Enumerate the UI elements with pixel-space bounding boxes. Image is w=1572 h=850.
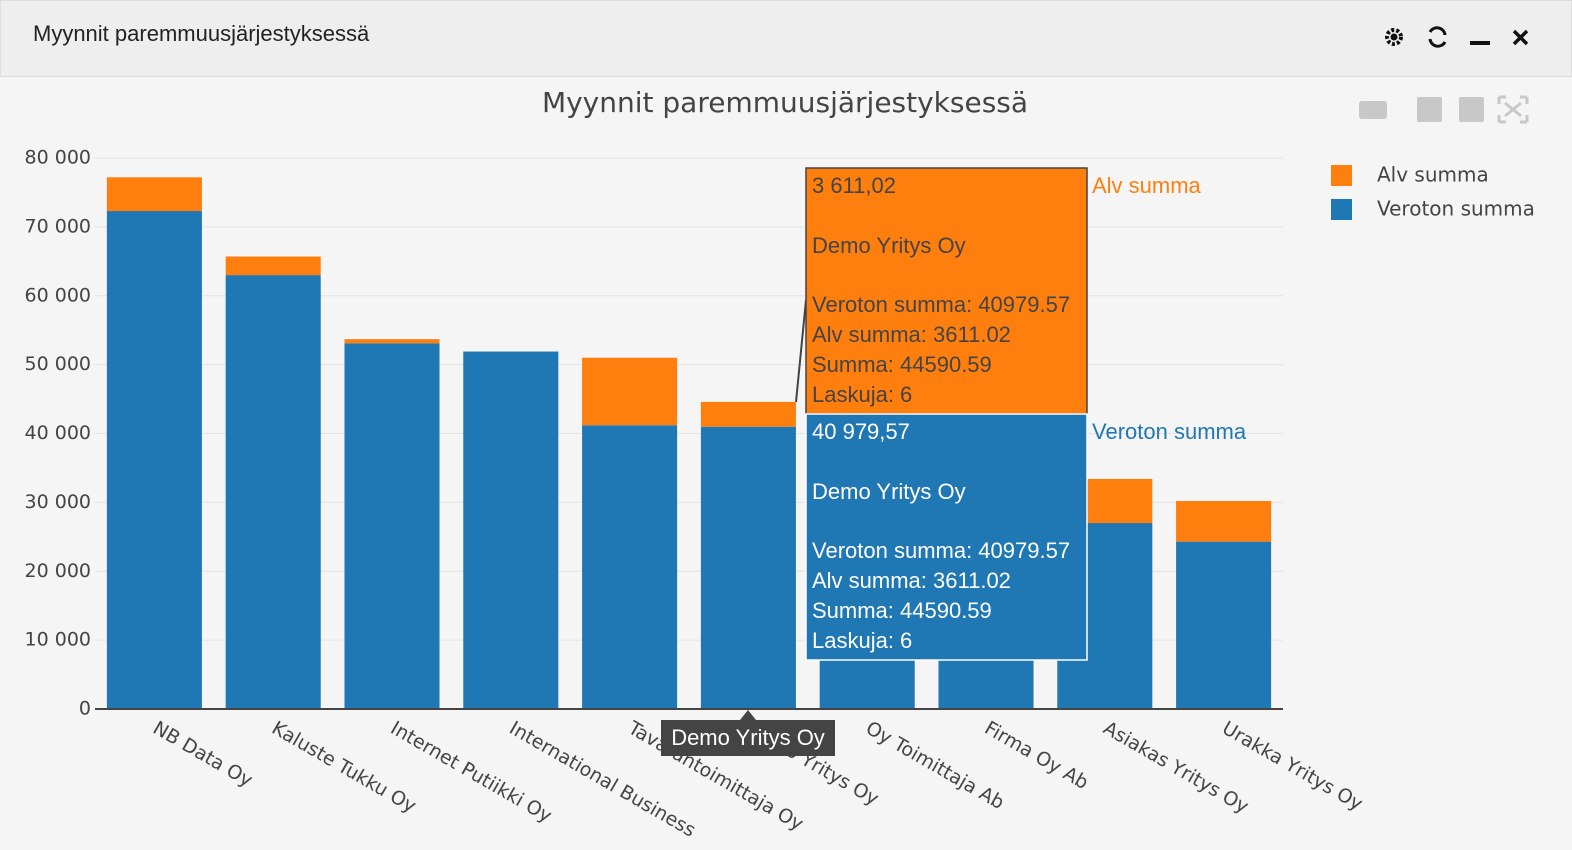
legend-swatch (1331, 165, 1352, 186)
hover-line: Laskuja: 6 (812, 628, 912, 653)
y-tick-label: 10 000 (25, 629, 91, 651)
x-hover-arrow (740, 710, 756, 720)
zoom-in-icon[interactable] (1417, 97, 1442, 122)
autoscale-icon[interactable] (1497, 95, 1529, 124)
settings-icon[interactable] (1385, 28, 1403, 46)
bar-segment (106, 211, 202, 709)
x-tick-label: Firma Oy Ab (981, 717, 1092, 794)
hover-line: Veroton summa: 40979.57 (812, 292, 1070, 317)
chart-title: Myynnit paremmuusjärjestyksessä (542, 86, 1028, 119)
y-tick-label: 20 000 (25, 560, 91, 582)
minimize-icon[interactable] (1470, 41, 1490, 45)
hover-box (805, 167, 1088, 415)
hover-line: Laskuja: 6 (812, 382, 912, 407)
hover-line: Alv summa: 3611.02 (812, 568, 1011, 593)
hover-pointer (795, 299, 807, 403)
hover-category: Demo Yritys Oy (812, 233, 966, 258)
bar-segment (582, 425, 678, 709)
zoom-out-icon[interactable] (1459, 97, 1484, 122)
y-tick-label: 60 000 (25, 284, 91, 306)
hover-line: Alv summa: 3611.02 (812, 322, 1011, 347)
header-icons (1385, 26, 1529, 48)
legend-label: Alv summa (1377, 163, 1489, 187)
bar-segment (1176, 541, 1272, 709)
y-tick-label: 30 000 (25, 491, 91, 513)
hover-category: Demo Yritys Oy (812, 479, 966, 504)
bar-segment (700, 426, 796, 709)
y-tick-label: 0 (79, 698, 91, 720)
hover-series-name: Veroton summa (1092, 419, 1247, 444)
x-hover-label: Demo Yritys Oy (671, 725, 825, 750)
y-tick-label: 70 000 (25, 215, 91, 237)
y-tick-label: 50 000 (25, 353, 91, 375)
bar-segment (700, 401, 796, 427)
x-hover-box (661, 720, 835, 756)
hover-series-name: Alv summa (1092, 173, 1202, 198)
modebar (1359, 95, 1529, 124)
hover-value: 3 611,02 (812, 173, 896, 198)
bar-segment (463, 351, 559, 709)
bar-segment (582, 357, 678, 426)
refresh-icon[interactable] (1428, 26, 1447, 48)
bar-segment (344, 343, 440, 709)
hover-value: 40 979,57 (812, 419, 910, 444)
legend-swatch (1331, 199, 1352, 220)
bar-segment (225, 275, 321, 709)
bar-segment (1176, 500, 1272, 542)
bar-segment (344, 339, 440, 344)
y-tick-label: 80 000 (25, 147, 91, 169)
widget-header: Myynnit paremmuusjärjestyksessä (0, 0, 1572, 77)
x-tick-label: NB Data Oy (149, 717, 256, 792)
hover-line: Veroton summa: 40979.57 (812, 538, 1070, 563)
widget-title: Myynnit paremmuusjärjestyksessä (33, 21, 370, 46)
camera-icon[interactable] (1359, 101, 1387, 119)
hover-box (805, 413, 1088, 661)
bar-segment (225, 256, 321, 276)
bar-segment (106, 177, 202, 212)
hover-line: Summa: 44590.59 (812, 352, 992, 377)
hover-line: Summa: 44590.59 (812, 598, 992, 623)
y-tick-label: 40 000 (25, 422, 91, 444)
legend-label: Veroton summa (1377, 197, 1535, 221)
close-icon[interactable] (1512, 29, 1529, 46)
